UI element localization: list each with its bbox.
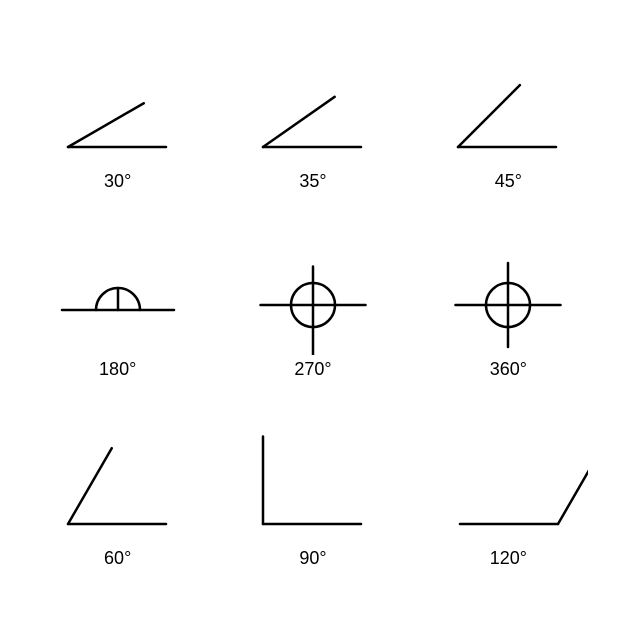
- angle-90-icon: [233, 434, 393, 544]
- angle-60-icon: [38, 434, 198, 544]
- angle-35-cell: 35°: [215, 30, 410, 219]
- angle-120-label: 120°: [490, 548, 527, 569]
- angle-120-cell: 120°: [411, 407, 606, 596]
- angle-270-cell: 270°: [215, 219, 410, 408]
- angle-180-cell: 180°: [20, 219, 215, 408]
- angle-180-label: 180°: [99, 359, 136, 380]
- angle-270-label: 270°: [294, 359, 331, 380]
- angle-270-icon: [233, 245, 393, 355]
- angle-30-label: 30°: [104, 171, 131, 192]
- angle-30-cell: 30°: [20, 30, 215, 219]
- angle-60-label: 60°: [104, 548, 131, 569]
- angle-360-label: 360°: [490, 359, 527, 380]
- angle-35-icon: [233, 57, 393, 167]
- angle-180-icon: [38, 245, 198, 355]
- angle-360-cell: 360°: [411, 219, 606, 408]
- angle-60-cell: 60°: [20, 407, 215, 596]
- angle-30-icon: [38, 57, 198, 167]
- angle-90-cell: 90°: [215, 407, 410, 596]
- angle-45-icon: [428, 57, 588, 167]
- angle-35-label: 35°: [299, 171, 326, 192]
- angle-360-icon: [428, 245, 588, 355]
- angle-90-label: 90°: [299, 548, 326, 569]
- angle-45-cell: 45°: [411, 30, 606, 219]
- angle-diagram-grid: 30° 35° 45° 180° 270° 360° 60° 90° 120°: [0, 0, 626, 626]
- angle-120-icon: [428, 434, 588, 544]
- angle-45-label: 45°: [495, 171, 522, 192]
